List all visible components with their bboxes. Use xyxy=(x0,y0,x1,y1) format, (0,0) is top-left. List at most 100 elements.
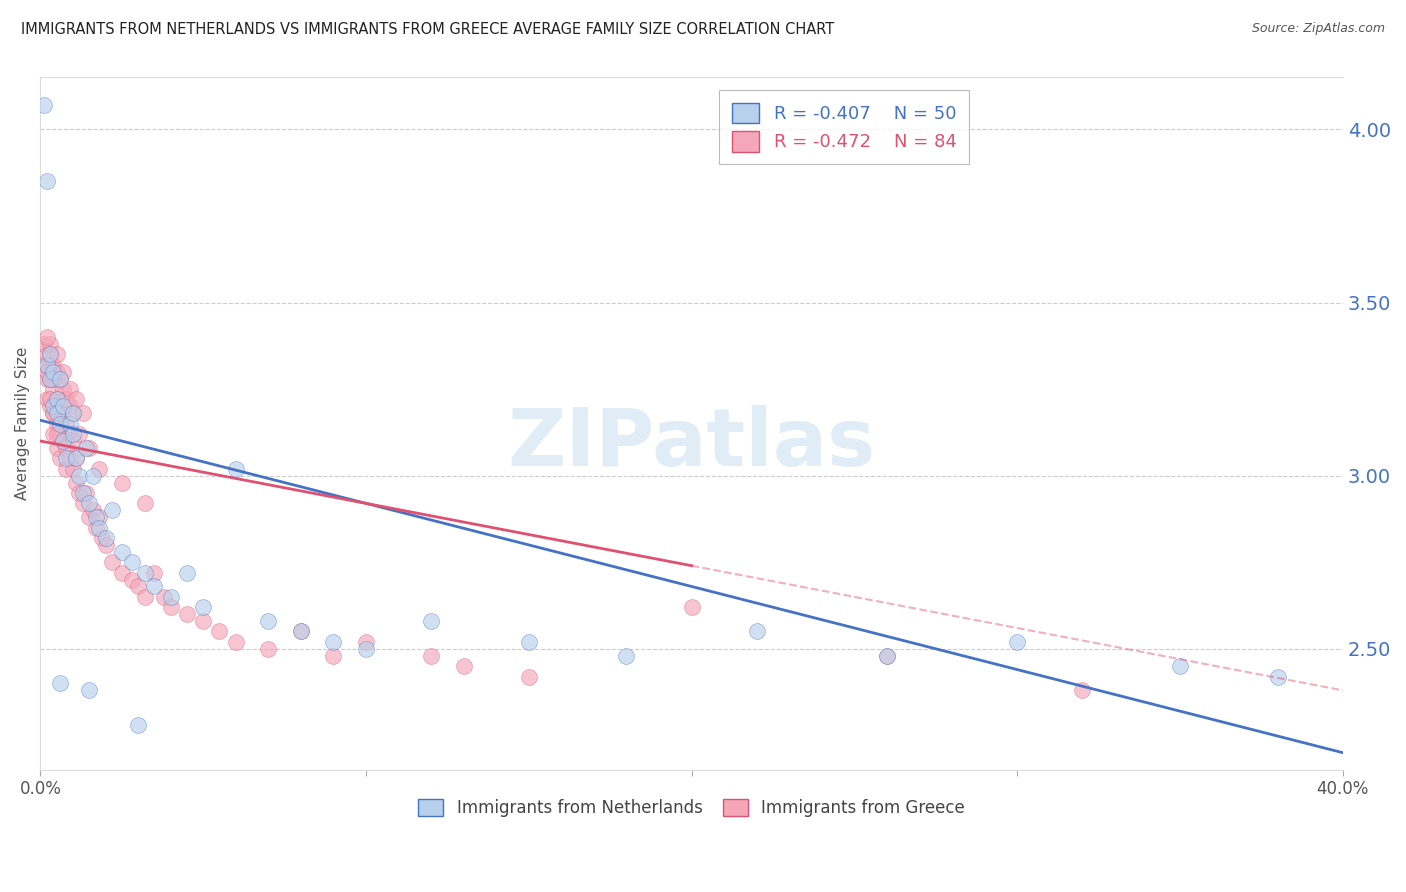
Point xyxy=(39,347,62,361)
Point xyxy=(153,590,176,604)
Point xyxy=(420,614,443,628)
Point xyxy=(77,441,100,455)
Point xyxy=(42,400,65,414)
Text: IMMIGRANTS FROM NETHERLANDS VS IMMIGRANTS FROM GREECE AVERAGE FAMILY SIZE CORREL: IMMIGRANTS FROM NETHERLANDS VS IMMIGRANT… xyxy=(21,22,834,37)
Point xyxy=(1267,669,1289,683)
Point xyxy=(45,406,67,420)
Point xyxy=(257,641,280,656)
Point xyxy=(35,392,58,407)
Point xyxy=(65,392,87,407)
Point xyxy=(39,372,62,386)
Point xyxy=(45,392,67,407)
Point xyxy=(354,635,377,649)
Point xyxy=(59,451,82,466)
Point xyxy=(876,648,898,663)
Point xyxy=(42,382,65,396)
Point xyxy=(94,531,117,545)
Point xyxy=(681,600,703,615)
Point xyxy=(101,503,124,517)
Point xyxy=(127,579,149,593)
Point xyxy=(45,392,67,407)
Point xyxy=(322,635,344,649)
Point xyxy=(111,566,134,580)
Point xyxy=(82,468,104,483)
Point xyxy=(101,555,124,569)
Point xyxy=(55,392,77,407)
Point xyxy=(143,579,166,593)
Point xyxy=(35,372,58,386)
Point xyxy=(42,406,65,420)
Point xyxy=(62,434,84,448)
Point xyxy=(42,372,65,386)
Point xyxy=(65,451,87,466)
Point xyxy=(49,400,72,414)
Point xyxy=(75,486,97,500)
Point xyxy=(517,669,540,683)
Point xyxy=(134,590,156,604)
Point xyxy=(84,520,107,534)
Point xyxy=(77,510,100,524)
Point xyxy=(87,510,110,524)
Point xyxy=(42,406,65,420)
Point xyxy=(1005,635,1028,649)
Point xyxy=(45,427,67,442)
Point xyxy=(134,496,156,510)
Point xyxy=(39,392,62,407)
Point xyxy=(39,337,62,351)
Point xyxy=(55,451,77,466)
Point xyxy=(39,358,62,372)
Point xyxy=(176,566,198,580)
Point xyxy=(111,475,134,490)
Point xyxy=(52,406,75,420)
Point xyxy=(322,648,344,663)
Text: ZIPatlas: ZIPatlas xyxy=(508,406,876,483)
Point xyxy=(616,648,638,663)
Point xyxy=(49,372,72,386)
Point xyxy=(42,427,65,442)
Point xyxy=(94,538,117,552)
Text: Source: ZipAtlas.com: Source: ZipAtlas.com xyxy=(1251,22,1385,36)
Point xyxy=(72,496,94,510)
Point xyxy=(290,624,312,639)
Point xyxy=(176,607,198,622)
Point xyxy=(35,365,58,379)
Point xyxy=(62,406,84,420)
Point xyxy=(1168,659,1191,673)
Point xyxy=(82,503,104,517)
Point xyxy=(35,347,58,361)
Point xyxy=(87,461,110,475)
Point xyxy=(52,400,75,414)
Point xyxy=(35,358,58,372)
Point xyxy=(876,648,898,663)
Point xyxy=(225,635,247,649)
Point xyxy=(72,486,94,500)
Point xyxy=(143,566,166,580)
Point xyxy=(59,417,82,431)
Point xyxy=(453,659,475,673)
Point xyxy=(52,365,75,379)
Point xyxy=(1071,683,1094,698)
Point xyxy=(49,417,72,431)
Point xyxy=(49,372,72,386)
Point xyxy=(69,427,91,442)
Point xyxy=(72,406,94,420)
Point xyxy=(39,347,62,361)
Point xyxy=(193,600,215,615)
Point xyxy=(159,600,181,615)
Point xyxy=(55,417,77,431)
Point xyxy=(52,434,75,448)
Point xyxy=(65,475,87,490)
Point xyxy=(111,545,134,559)
Point xyxy=(39,400,62,414)
Point xyxy=(77,683,100,698)
Point xyxy=(84,510,107,524)
Point xyxy=(62,461,84,475)
Point xyxy=(69,468,91,483)
Point xyxy=(121,573,143,587)
Point xyxy=(49,427,72,442)
Point xyxy=(75,441,97,455)
Point xyxy=(225,461,247,475)
Point xyxy=(45,347,67,361)
Point xyxy=(32,358,55,372)
Point xyxy=(354,641,377,656)
